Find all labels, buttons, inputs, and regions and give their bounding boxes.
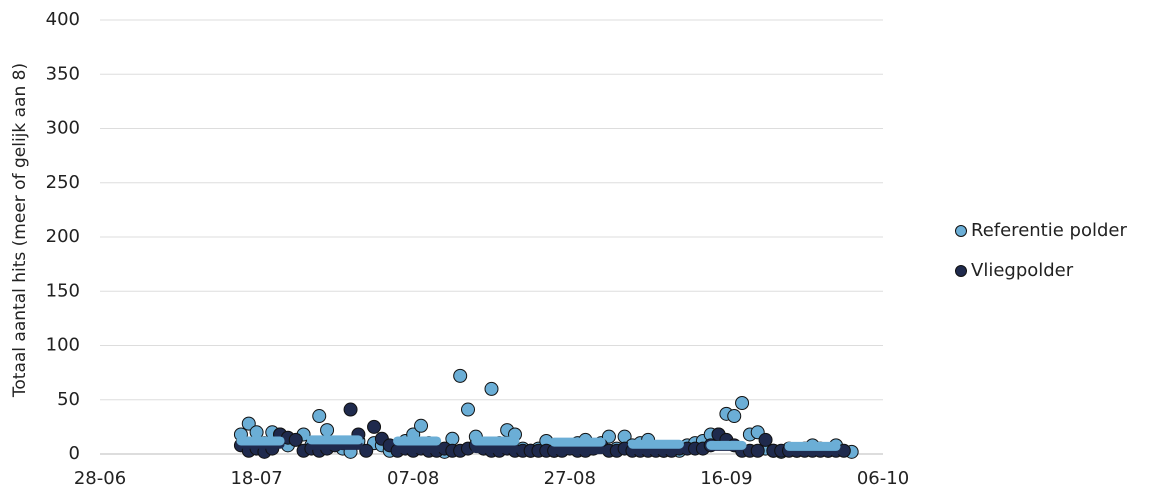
data-point [343,402,358,417]
y-axis-label: Totaal aantal hits (meer of gelijk aan 8… [10,63,30,398]
data-point [367,419,382,434]
data-point [320,423,335,438]
y-tick-label: 50 [57,389,80,410]
x-tick-label: 18-07 [230,468,282,489]
x-tick-label: 28-06 [74,468,126,489]
data-point [750,443,765,458]
legend-marker [955,265,967,277]
data-point [241,416,256,431]
legend-marker [955,225,967,237]
y-tick-label: 350 [46,63,80,84]
x-tick-label: 16-09 [700,468,752,489]
x-tick-label: 27-08 [544,468,596,489]
y-tick-label: 300 [46,118,80,139]
y-tick-label: 200 [46,226,80,247]
data-point [727,409,742,424]
y-tick-label: 150 [46,280,80,301]
data-point [461,402,476,417]
data-point [601,429,616,444]
x-tick-label: 07-08 [387,468,439,489]
data-point [484,381,499,396]
data-point [453,368,468,383]
data-point [735,396,750,411]
y-tick-label: 250 [46,172,80,193]
data-point [312,409,327,424]
legend-label: Referentie polder [971,220,1127,241]
data-point [288,432,303,447]
legend-label: Vliegpolder [971,260,1074,281]
y-tick-label: 0 [69,443,80,464]
x-tick-label: 06-10 [857,468,909,489]
data-point [359,443,374,458]
y-tick-label: 400 [46,9,80,30]
data-point [414,418,429,433]
y-tick-label: 100 [46,335,80,356]
data-point [758,432,773,447]
